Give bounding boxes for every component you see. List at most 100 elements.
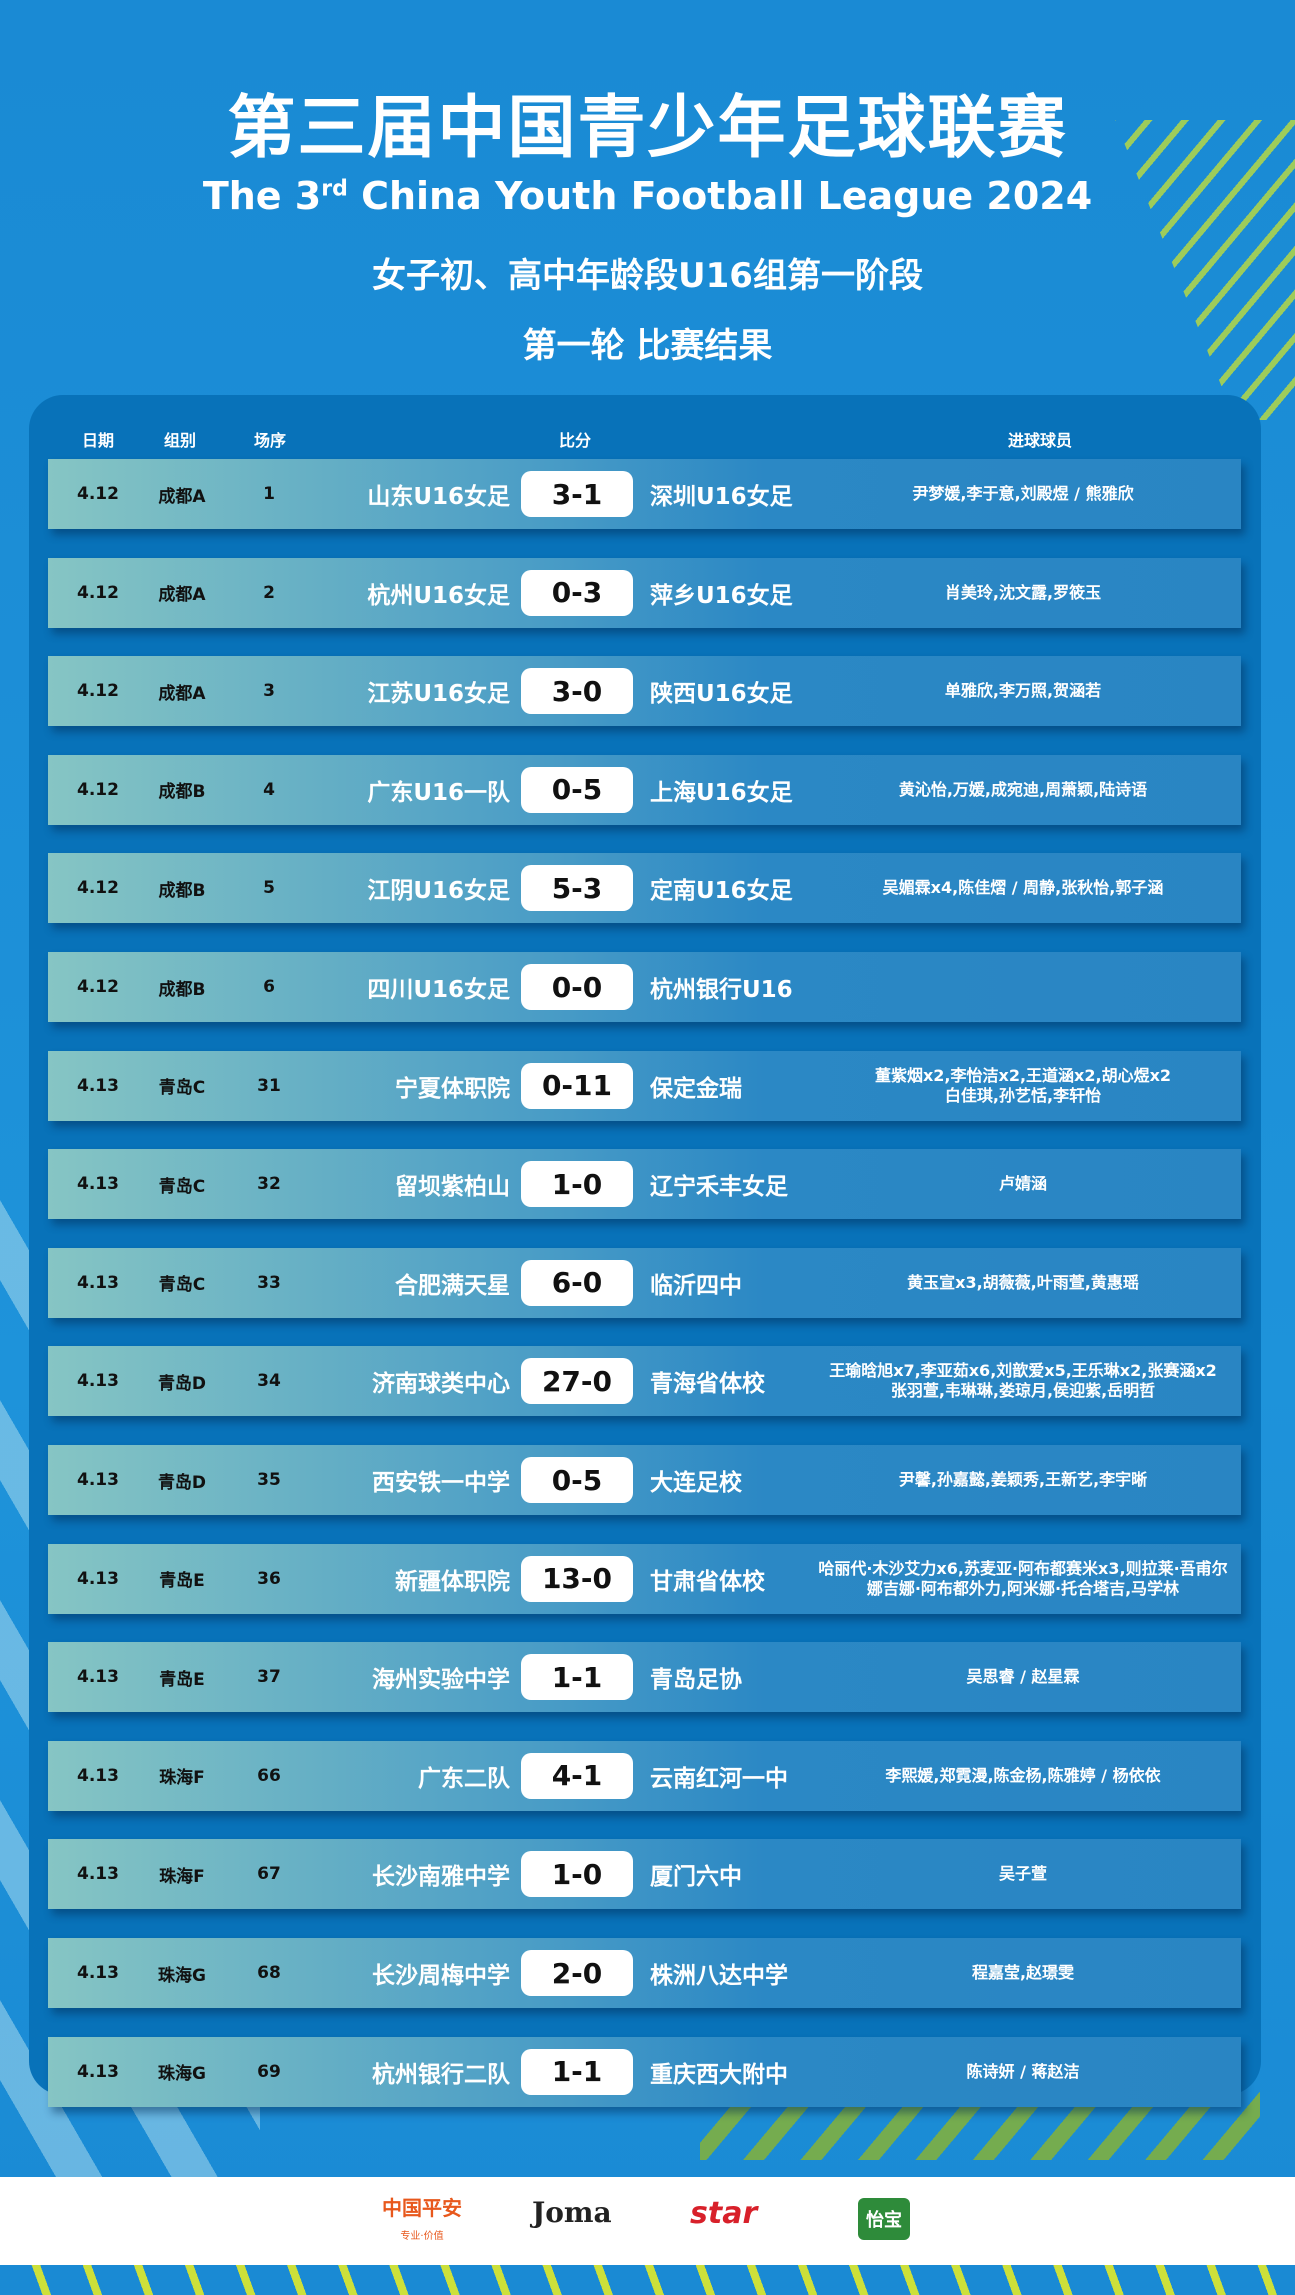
match-seq: 66 <box>257 1765 281 1786</box>
match-group: 成都A <box>158 486 206 507</box>
match-score: 1-1 <box>521 1654 633 1701</box>
match-row: 4.13 青岛C 31 宁夏体职院 0-11 保定金瑞 董紫烟x2,李怡洁x2,王道涵x2,… <box>48 1050 1241 1121</box>
home-team: 宁夏体职院 <box>395 1075 510 1102</box>
match-seq: 1 <box>263 484 275 504</box>
home-team: 广东二队 <box>418 1765 510 1792</box>
match-group: 青岛E <box>159 1669 205 1690</box>
match-group: 青岛D <box>157 1373 207 1394</box>
stage-title: 女子初、高中年龄段U16组第一阶段 <box>372 256 923 296</box>
away-team: 辽宁禾丰女足 <box>650 1174 788 1201</box>
match-date: 4.13 <box>77 1963 119 1983</box>
match-seq: 34 <box>257 1371 281 1392</box>
match-date: 4.13 <box>77 1272 119 1293</box>
away-team: 株洲八达中学 <box>650 1963 788 1989</box>
match-group: 成都B <box>158 782 206 803</box>
column-header-date: 日期 <box>81 431 115 450</box>
home-team: 西安铁一中学 <box>372 1470 510 1496</box>
english-title: The 3rd China Youth Football League 2024 <box>0 174 1295 218</box>
match-group: 珠海F <box>159 1768 205 1789</box>
match-score: 5-3 <box>521 865 633 912</box>
away-team: 青岛足协 <box>650 1667 742 1694</box>
match-seq: 5 <box>263 878 275 899</box>
match-row: 4.12 成都B 6 四川U16女足 0-0 杭州银行U16 <box>48 952 1241 1022</box>
home-team: 广东U16一队 <box>367 779 510 806</box>
scorers: 单雅欣,李万照,贺涵若 <box>788 656 1258 726</box>
away-team: 重庆西大附中 <box>650 2061 788 2088</box>
match-row: 4.13 青岛E 36 新疆体职院 13-0 甘肃省体校 哈丽代·木沙艾力x6,苏麦亚·阿布… <box>48 1543 1241 1614</box>
match-row: 4.12 成都A 3 江苏U16女足 3-0 陕西U16女足 单雅欣,李万照,贺涵若 <box>48 656 1241 727</box>
home-team: 新疆体职院 <box>395 1568 510 1595</box>
scorers-line: 白佳琪,孙艺恬,李轩怡 <box>944 1085 1102 1105</box>
scorers-line: 吴媚霖x4,陈佳熠 / 周静,张秋怡,郭子涵 <box>882 878 1164 898</box>
match-date: 4.13 <box>77 1765 119 1786</box>
match-date: 4.13 <box>77 2061 119 2082</box>
match-score: 6-0 <box>521 1259 633 1306</box>
scorers-line: 吴思睿 / 赵星霖 <box>966 1667 1080 1687</box>
scorers: 程嘉莹,赵璟雯 <box>788 1938 1258 2008</box>
scorers: 黄沁怡,万媛,成宛迪,周萧颖,陆诗语 <box>788 755 1258 825</box>
match-date: 4.13 <box>77 1667 119 1688</box>
round-title: 第一轮 比赛结果 <box>522 326 773 366</box>
match-group: 青岛C <box>158 1275 206 1296</box>
scorers-line: 单雅欣,李万照,贺涵若 <box>944 681 1102 701</box>
logo-pingan-tag: 专业·价值 <box>400 2231 444 2242</box>
home-team: 江苏U16女足 <box>367 681 510 708</box>
match-row: 4.13 青岛C 33 合肥满天星 6-0 临沂四中 黄玉宣x3,胡薇薇,叶雨萱,黄惠瑶 <box>48 1247 1241 1318</box>
match-row: 4.13 青岛D 34 济南球类中心 27-0 青海省体校 王瑜晗旭x7,李亚茹x6,刘歆爱… <box>48 1346 1241 1417</box>
match-row: 4.12 成都B 5 江阴U16女足 5-3 定南U16女足 吴媚霖x4,陈佳熠 / 周静,… <box>48 853 1241 924</box>
match-date: 4.12 <box>77 582 119 603</box>
match-row: 4.12 成都A 1 山东U16女足 3-1 深圳U16女足 尹梦媛,李于意,刘殿煜 / 熊… <box>48 459 1241 529</box>
english-title-sup: rd <box>321 176 348 202</box>
match-score: 1-0 <box>521 1851 633 1898</box>
away-team: 保定金瑞 <box>650 1075 742 1102</box>
match-date: 4.13 <box>77 1174 119 1195</box>
scorers: 吴思睿 / 赵星霖 <box>788 1642 1258 1712</box>
scorers-line: 张羽萱,韦琳琳,娄琼月,侯迎紫,岳明哲 <box>890 1381 1156 1401</box>
match-seq: 35 <box>257 1470 281 1490</box>
match-row: 4.13 珠海F 67 长沙南雅中学 1-0 厦门六中 吴子萱 <box>48 1839 1241 1910</box>
column-header-seq: 场序 <box>253 431 287 450</box>
scorers: 王瑜晗旭x7,李亚茹x6,刘歆爱x5,王乐琳x2,张赛涵x2 张羽萱,韦琳琳,娄琼… <box>788 1346 1258 1416</box>
home-team: 江阴U16女足 <box>367 878 510 905</box>
away-team: 深圳U16女足 <box>650 484 793 510</box>
match-date: 4.13 <box>77 1470 119 1490</box>
match-row: 4.12 成都B 4 广东U16一队 0-5 上海U16女足 黄沁怡,万媛,成宛迪,周萧颖,… <box>48 754 1241 825</box>
match-seq: 69 <box>257 2061 281 2082</box>
match-score: 3-0 <box>521 668 633 715</box>
scorers: 吴子萱 <box>788 1839 1258 1909</box>
column-header-scorers: 进球球员 <box>1007 431 1073 450</box>
scorers-line: 程嘉莹,赵璟雯 <box>971 1963 1075 1982</box>
home-team: 济南球类中心 <box>372 1371 510 1398</box>
match-group: 珠海G <box>158 2064 206 2085</box>
scorers <box>788 952 1258 1022</box>
match-date: 4.13 <box>77 1864 119 1885</box>
scorers: 李熙媛,郑霓漫,陈金杨,陈雅婷 / 杨依依 <box>788 1741 1258 1811</box>
away-team: 青海省体校 <box>650 1371 765 1398</box>
logo-yibao: 怡宝 <box>858 2198 910 2240</box>
match-score: 4-1 <box>521 1752 633 1799</box>
scorers-line: 尹梦媛,李于意,刘殿煜 / 熊雅欣 <box>912 484 1134 503</box>
match-score: 13-0 <box>521 1555 633 1602</box>
scorers: 哈丽代·木沙艾力x6,苏麦亚·阿布都赛米x3,则拉莱·吾甫尔 娜吉娜·阿布都外力,… <box>788 1544 1258 1614</box>
match-group: 成都A <box>158 585 206 606</box>
match-row: 4.12 成都A 2 杭州U16女足 0-3 萍乡U16女足 肖美玲,沈文露,罗筱玉 <box>48 557 1241 628</box>
scorers-line: 吴子萱 <box>998 1864 1047 1884</box>
match-seq: 36 <box>257 1568 281 1589</box>
scorers: 陈诗妍 / 蒋赵洁 <box>788 2037 1258 2107</box>
logo-pingan-text: 中国平安 <box>382 2196 462 2220</box>
scorers-line: 黄玉宣x3,胡薇薇,叶雨萱,黄惠瑶 <box>907 1272 1139 1292</box>
english-title-post: China Youth Football League 2024 <box>347 174 1093 218</box>
scorers: 黄玉宣x3,胡薇薇,叶雨萱,黄惠瑶 <box>788 1248 1258 1318</box>
scorers: 卢婧涵 <box>788 1149 1258 1219</box>
match-seq: 6 <box>263 977 275 997</box>
match-score: 27-0 <box>521 1358 633 1405</box>
page-title: 第三届中国青少年足球联赛 <box>227 89 1068 168</box>
logo-joma: Joma <box>532 2196 612 2229</box>
logo-pingan: 中国平安专业·价值 <box>382 2192 462 2242</box>
match-group: 成都B <box>158 880 206 901</box>
match-group: 青岛D <box>157 1472 207 1493</box>
match-row: 4.13 青岛C 32 留坝紫柏山 1-0 辽宁禾丰女足 卢婧涵 <box>48 1149 1241 1220</box>
match-score: 1-1 <box>521 2048 633 2095</box>
match-seq: 32 <box>257 1174 281 1195</box>
home-team: 长沙周梅中学 <box>372 1963 510 1989</box>
